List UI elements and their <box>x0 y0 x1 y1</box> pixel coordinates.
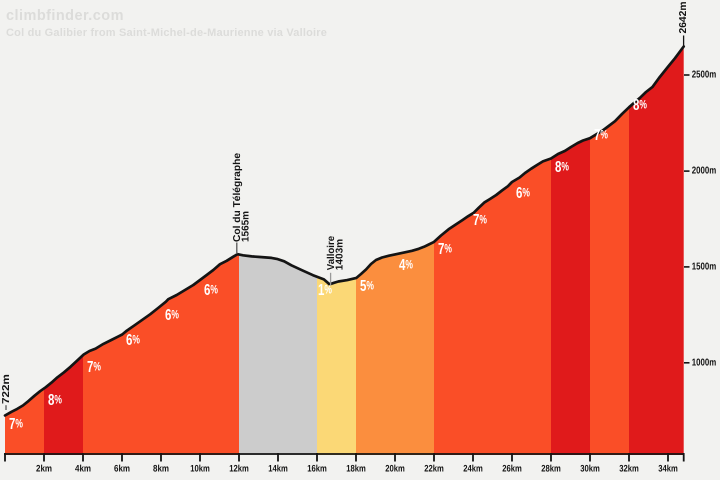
svg-text:722m: 722m <box>1 374 12 404</box>
svg-text:26km: 26km <box>502 464 522 475</box>
svg-text:2642m: 2642m <box>678 1 689 33</box>
svg-text:2000m: 2000m <box>692 166 717 177</box>
svg-text:6km: 6km <box>114 464 130 475</box>
svg-text:34km: 34km <box>658 464 678 475</box>
svg-text:14km: 14km <box>268 464 288 475</box>
svg-text:1565m: 1565m <box>241 211 252 242</box>
svg-text:12km: 12km <box>229 464 249 475</box>
svg-text:Valloire: Valloire <box>326 235 337 270</box>
svg-text:8km: 8km <box>153 464 169 475</box>
svg-text:32km: 32km <box>619 464 639 475</box>
svg-text:28km: 28km <box>541 464 561 475</box>
svg-text:2km: 2km <box>36 464 52 475</box>
svg-text:1500m: 1500m <box>692 262 717 273</box>
svg-text:30km: 30km <box>580 464 600 475</box>
svg-text:Col du Télégraphe: Col du Télégraphe <box>232 153 243 242</box>
svg-text:1403m: 1403m <box>335 239 346 270</box>
svg-text:2500m: 2500m <box>692 70 717 81</box>
svg-text:22km: 22km <box>424 464 444 475</box>
svg-text:1000m: 1000m <box>692 357 717 368</box>
svg-text:4km: 4km <box>75 464 91 475</box>
svg-text:10km: 10km <box>190 464 210 475</box>
svg-text:24km: 24km <box>463 464 483 475</box>
svg-text:20km: 20km <box>385 464 405 475</box>
svg-text:18km: 18km <box>346 464 366 475</box>
svg-text:16km: 16km <box>307 464 327 475</box>
